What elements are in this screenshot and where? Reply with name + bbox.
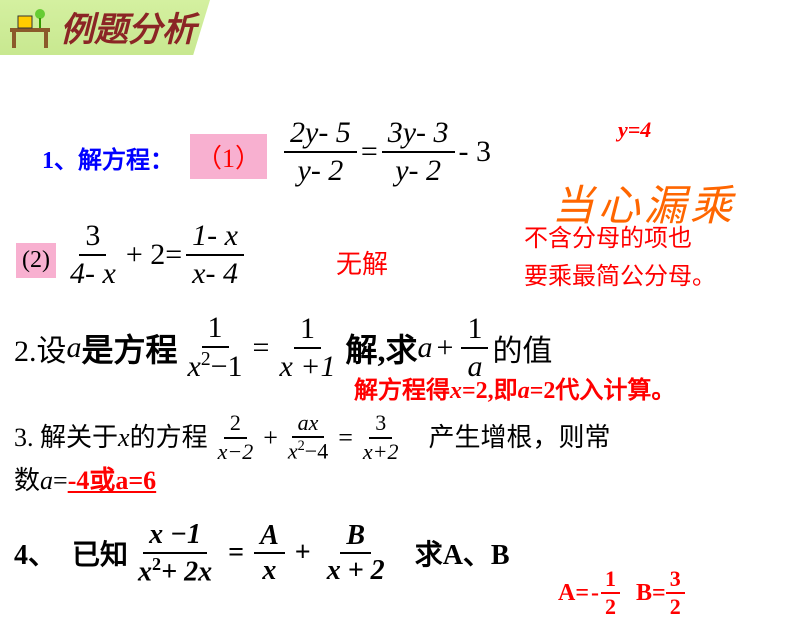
p4-known: 已知 <box>72 533 128 573</box>
p2-mid1: 是方程 <box>82 325 178 371</box>
p4-ansA-label: A= <box>558 580 589 607</box>
p2-pre: 2.设 <box>14 326 67 370</box>
p4-ansA-num: 1 <box>601 566 620 594</box>
problem3: 3. 解关于 x 的方程 2 x−2 + ax x2−4 = 3 x+2 产生增… <box>14 410 611 497</box>
p2-f3-num: 1 <box>461 311 488 349</box>
p3-plus1: + <box>263 422 278 454</box>
p1-lhs-num: 2y- 5 <box>290 116 351 149</box>
p4-f1-num: x −1 <box>149 519 201 550</box>
p4-eq: = <box>228 537 244 569</box>
p1-rhs-num: 3y- 3 <box>388 116 449 149</box>
p3-post: 的方程 <box>130 422 208 454</box>
page-title: 例题分析 <box>60 2 196 51</box>
p1-lhs-den: y- 2 <box>298 154 344 187</box>
p1-tail: - 3 <box>459 135 492 169</box>
p3-x: x <box>118 422 130 454</box>
problem4-answer: A= - 1 2 B= 3 2 <box>558 566 685 620</box>
p4-pre: 4、 <box>14 533 56 573</box>
p2-f2-num: 1 <box>294 311 321 349</box>
p1-equals: = <box>361 135 378 169</box>
p4-ansB-label: B= <box>636 580 666 607</box>
p3-pre: 3. 解关于 <box>14 422 118 454</box>
p1b-f2-num: 1- x <box>192 219 238 252</box>
problem1-label: 1、解方程： <box>42 140 174 175</box>
note-line1: 不含分母的项也 <box>524 220 716 258</box>
p3-f2-den-l: x <box>288 439 298 464</box>
p2-eq: = <box>253 331 270 365</box>
p2-mid2: 解,求 <box>346 325 418 371</box>
p2-f1-den-r: −1 <box>211 350 243 383</box>
problem2-answer: 解方程得x=2,即a=2代入计算。 <box>354 370 675 405</box>
p3-f1-den: x−2 <box>212 439 260 465</box>
problem1-number: （1） <box>190 134 267 179</box>
problem1b-number: (2) <box>16 243 56 278</box>
p4-f1-den-r: + 2x <box>161 556 212 587</box>
p4-ansA-neg: - <box>591 580 599 607</box>
p3-tail: 产生增根，则常 <box>429 422 611 454</box>
p4-fA-den: x <box>256 554 282 588</box>
p4-fB-den: x + 2 <box>321 554 391 588</box>
p4-tail: 求A、B <box>415 533 510 573</box>
p3-f3-den: x+2 <box>357 439 405 465</box>
p3-eq: = <box>338 422 353 454</box>
p1-rhs-den: y- 2 <box>395 154 441 187</box>
p4-ansB-den: 2 <box>666 594 685 620</box>
p3-f3-num: 3 <box>369 410 392 438</box>
p2-f1-num: 1 <box>202 310 229 348</box>
p2-a2: a <box>418 331 433 365</box>
p3-f1-num: 2 <box>224 410 247 438</box>
problem1b-answer: 无解 <box>336 244 388 281</box>
p4-ansB-num: 3 <box>666 566 685 594</box>
p2-plus: + <box>437 331 454 365</box>
problem4: 4、 已知 x −1 x2+ 2x = A x + B x + 2 求A、B <box>14 518 510 589</box>
note-line2: 要乘最简公分母。 <box>524 258 716 296</box>
header: 例题分析 <box>0 0 794 60</box>
p4-ansA-den: 2 <box>601 594 620 620</box>
desk-icon <box>6 8 54 50</box>
p4-plus: + <box>295 537 311 569</box>
p3-answer: -4或a=6 <box>68 465 156 497</box>
p4-fB-num: B <box>340 519 371 555</box>
p1b-f1-num: 3 <box>79 218 106 256</box>
p1b-f2-den: x- 4 <box>192 257 238 290</box>
p1b-f1-den: 4- x <box>70 257 116 290</box>
problem1b-equation: 3 4- x + 2= 1- x x- 4 <box>60 218 248 292</box>
p4-f1-den-l: x <box>138 556 152 587</box>
p2-f2-den: x +1 <box>279 350 335 383</box>
p4-fA-num: A <box>254 519 285 555</box>
note-text: 不含分母的项也 要乘最简公分母。 <box>524 220 716 296</box>
p2-tail: 的值 <box>492 326 552 370</box>
problem1-equation: 2y- 5 y- 2 = 3y- 3 y- 2 - 3 <box>280 115 491 189</box>
p2-a: a <box>67 331 82 365</box>
p2-f1-den-l: x <box>188 350 201 383</box>
problem1-answer: y=4 <box>618 117 651 143</box>
p3-f2-num: ax <box>292 410 325 438</box>
p1b-plus: + 2= <box>126 238 182 272</box>
p3-f2-den-r: −4 <box>305 439 328 464</box>
